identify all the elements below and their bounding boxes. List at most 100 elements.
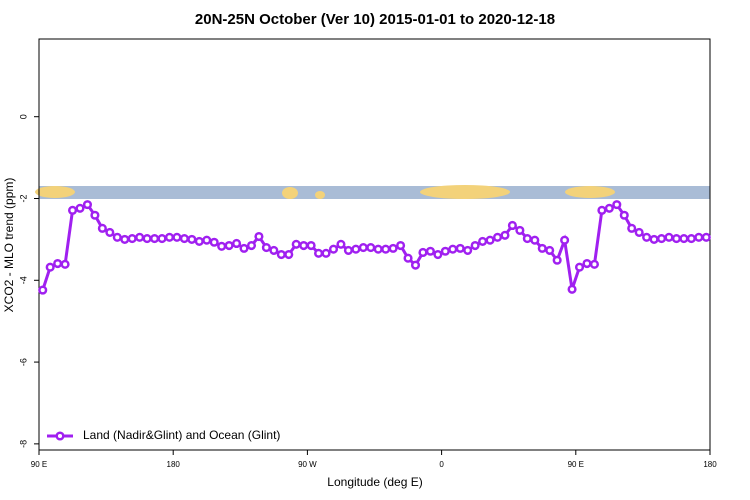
point — [82, 200, 93, 210]
y-tick-label: -8 — [18, 440, 28, 448]
point — [202, 235, 212, 245]
point — [410, 260, 421, 270]
point — [582, 258, 592, 269]
point — [299, 240, 309, 251]
point — [500, 230, 510, 240]
point — [358, 243, 368, 253]
point — [388, 243, 398, 253]
point — [664, 232, 674, 242]
point — [217, 241, 227, 251]
point — [120, 234, 130, 244]
point — [694, 232, 704, 242]
point — [455, 243, 465, 253]
point — [135, 232, 145, 242]
point — [291, 239, 301, 249]
point — [97, 223, 107, 233]
point — [425, 246, 435, 256]
point — [232, 238, 242, 249]
point — [515, 225, 525, 235]
point — [373, 244, 383, 254]
point — [68, 205, 78, 215]
point — [545, 245, 555, 255]
point — [366, 243, 376, 253]
point — [552, 255, 562, 265]
y-axis-title: XCO2 - MLO trend (ppm) — [2, 178, 16, 313]
point — [328, 244, 339, 254]
chart-title: 20N-25N October (Ver 10) 2015-01-01 to 2… — [195, 11, 555, 28]
point — [433, 249, 443, 260]
point — [321, 248, 331, 258]
point — [612, 200, 622, 210]
point — [381, 244, 391, 254]
point — [619, 210, 629, 220]
point — [642, 232, 652, 242]
point — [560, 235, 570, 245]
point — [671, 234, 682, 244]
point — [343, 245, 353, 255]
point — [336, 239, 346, 249]
x-tick-label: 180 — [167, 460, 181, 469]
y-tick-label: 0 — [18, 114, 28, 119]
point — [45, 262, 55, 272]
point — [627, 223, 637, 233]
point — [448, 244, 458, 254]
point — [127, 234, 137, 244]
point — [112, 232, 122, 242]
point — [172, 232, 182, 242]
x-tick-label: 180 — [703, 460, 717, 469]
point — [75, 203, 85, 213]
point — [179, 234, 189, 244]
point — [686, 234, 696, 244]
point — [314, 248, 324, 258]
point — [306, 240, 316, 251]
point — [239, 243, 249, 253]
y-tick-label: -6 — [18, 358, 28, 366]
point — [105, 227, 115, 237]
point — [53, 258, 63, 269]
point — [530, 235, 540, 245]
plot-frame — [38, 38, 711, 451]
point — [604, 203, 614, 213]
x-tick-label: 90 E — [568, 460, 584, 469]
point — [634, 227, 644, 237]
point — [597, 205, 607, 215]
point — [38, 285, 48, 295]
point — [492, 232, 503, 242]
point — [224, 240, 234, 251]
point — [187, 234, 197, 244]
point — [284, 249, 294, 260]
point — [261, 243, 271, 253]
y-tick-label: -4 — [18, 276, 28, 284]
point — [567, 284, 577, 294]
point — [440, 246, 450, 256]
point — [150, 234, 160, 244]
point — [649, 234, 659, 244]
point — [157, 234, 167, 244]
point — [60, 259, 70, 269]
point — [351, 244, 361, 254]
point — [396, 240, 406, 251]
x-tick-label: 0 — [439, 460, 444, 469]
point — [574, 262, 585, 272]
point — [403, 253, 413, 263]
legend-marker — [55, 431, 65, 441]
point — [194, 236, 204, 246]
point — [142, 234, 152, 244]
map-strip — [35, 185, 710, 199]
point — [470, 240, 480, 251]
point — [463, 245, 473, 255]
point — [485, 235, 495, 245]
point — [164, 232, 175, 242]
x-axis-title: Longitude (deg E) — [327, 475, 422, 489]
point — [209, 237, 219, 247]
point — [269, 245, 279, 255]
point — [246, 240, 257, 251]
point — [507, 220, 517, 231]
point — [537, 243, 547, 253]
point — [254, 231, 264, 242]
point — [90, 210, 100, 220]
point — [276, 249, 286, 260]
point — [656, 234, 667, 244]
